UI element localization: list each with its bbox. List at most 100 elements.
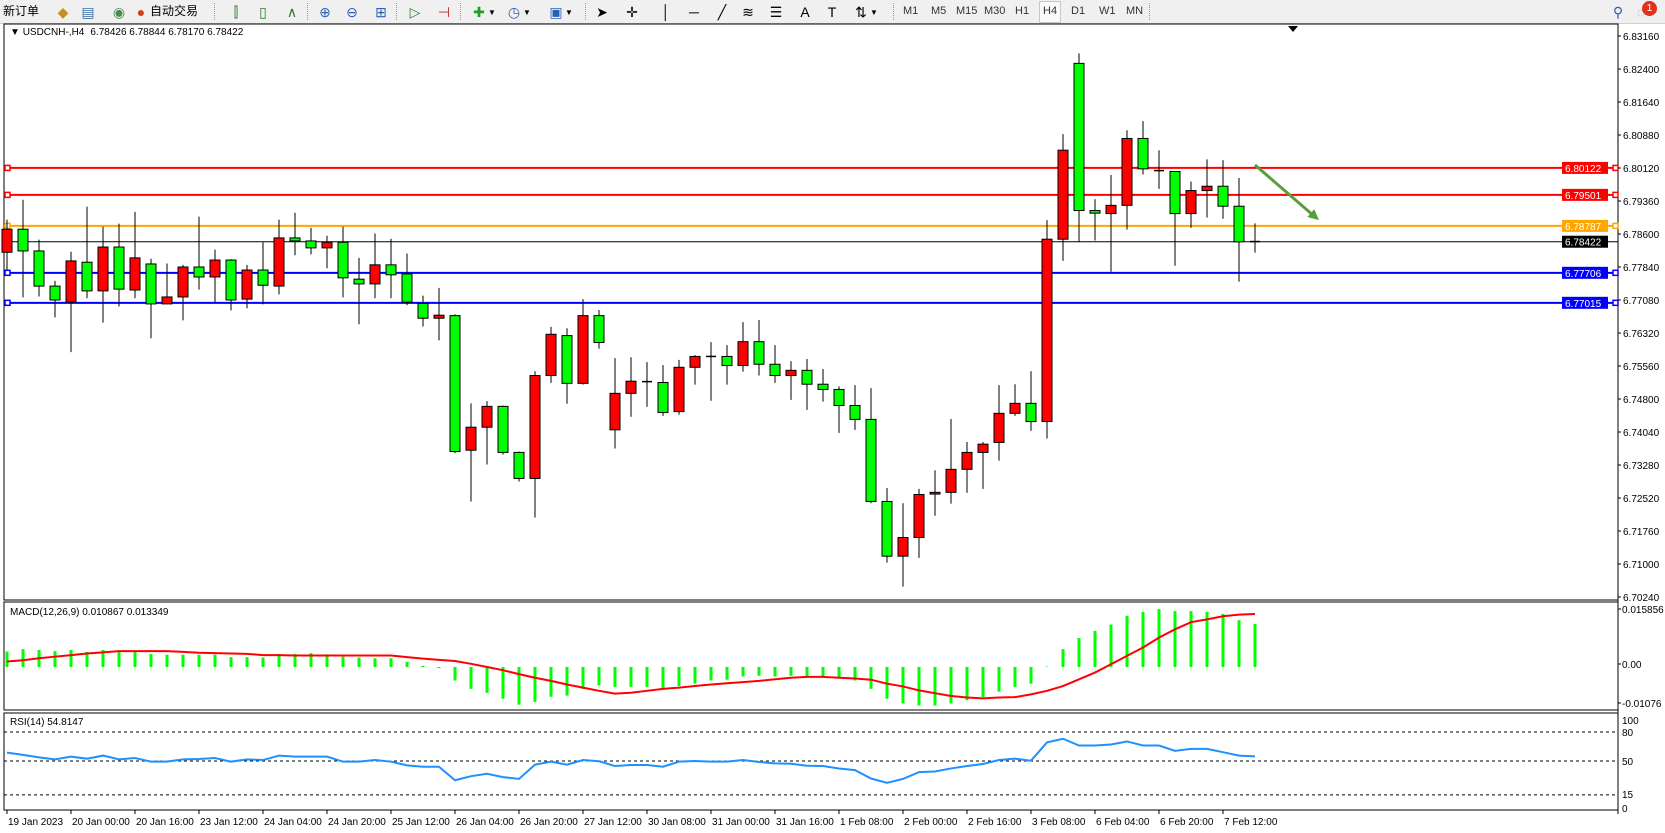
timeframe-w1[interactable]: W1: [1099, 5, 1116, 17]
candle-body: [337, 241, 349, 279]
trend-arrow-line[interactable]: [1254, 163, 1314, 217]
timeframe-h1[interactable]: H1: [1015, 5, 1030, 17]
candle-body: [753, 341, 765, 365]
candle-body: [321, 241, 333, 249]
main-pane[interactable]: [3, 23, 1619, 601]
candle: [609, 358, 621, 449]
candle-body: [97, 246, 109, 292]
periods-button[interactable]: ◷ ▼: [505, 2, 531, 21]
text-button[interactable]: A: [796, 2, 814, 21]
candlestick-button[interactable]: ▯: [254, 2, 272, 21]
candle: [1009, 384, 1021, 416]
candle-body: [225, 259, 237, 301]
candle: [257, 242, 269, 305]
level-handle-icon[interactable]: [4, 191, 11, 199]
candle-body: [1057, 149, 1069, 240]
time-tick-label: 1 Feb 08:00: [840, 817, 894, 828]
timeframe-h4[interactable]: H4: [1039, 1, 1062, 23]
trendline-icon: ╱: [717, 3, 727, 20]
price-tick-label: 6.70240: [1623, 593, 1660, 604]
candle: [785, 361, 797, 400]
candle-body: [49, 285, 61, 301]
fibonacci-button[interactable]: ≋: [739, 2, 757, 21]
indicators-button[interactable]: ✚ ▼: [470, 2, 496, 21]
candles: [1, 53, 1260, 587]
candle-body: [353, 278, 365, 285]
auto-scroll-button[interactable]: ▷: [406, 2, 424, 21]
level-handle-icon[interactable]: [4, 299, 11, 307]
timeframe-m15[interactable]: M15: [956, 5, 978, 17]
timeframe-m1[interactable]: M1: [903, 5, 919, 17]
candle: [945, 418, 957, 504]
level-handle-icon[interactable]: [1612, 191, 1619, 199]
navigator-button[interactable]: ▤: [79, 2, 97, 21]
market-watch-button[interactable]: ◆: [54, 2, 72, 21]
macd-pane-frame[interactable]: [3, 601, 1619, 711]
bar-chart-button[interactable]: ⫿: [227, 2, 245, 21]
price-tick-label: 6.81640: [1623, 98, 1660, 109]
level-handle-icon[interactable]: [4, 269, 11, 277]
zoom-in-button[interactable]: ⊕: [316, 2, 334, 21]
price-tag: [1562, 296, 1608, 309]
toolbar-separator: [214, 3, 215, 20]
chart-shift-button[interactable]: ⊣: [435, 2, 453, 21]
price-tick-label: 6.76320: [1623, 329, 1660, 340]
toolbar-separator: [307, 3, 308, 20]
fibo-fan-button[interactable]: ☰: [767, 2, 785, 21]
price-tick-label: 6.71760: [1623, 527, 1660, 538]
candle-body: [433, 314, 445, 319]
collapse-triangle-icon[interactable]: ▼: [10, 27, 23, 38]
price-tag-label: 6.78422: [1565, 238, 1602, 249]
candle-body: [1089, 210, 1101, 214]
candle-body: [385, 264, 397, 276]
signals-button[interactable]: ◉: [110, 2, 128, 21]
time-tick-label: 27 Jan 12:00: [584, 817, 642, 828]
candle-body: [737, 341, 749, 367]
price-tick-label: 6.82400: [1623, 65, 1660, 76]
time-tick-label: 2 Feb 16:00: [968, 817, 1022, 828]
axes: 6.83160 6.82400 6.81640 6.80880 6.80120 6.793…: [6, 32, 1664, 828]
candle-body: [1105, 204, 1117, 215]
signals-icon: ◉: [112, 3, 126, 20]
timeframe-d1[interactable]: D1: [1071, 5, 1086, 17]
templates-button[interactable]: ▣ ▼: [547, 2, 573, 21]
cursor-button[interactable]: ➤: [593, 2, 611, 21]
vertical-line-button[interactable]: │: [657, 2, 675, 21]
price-tick-label: 6.77840: [1623, 263, 1660, 274]
candle: [1233, 177, 1245, 282]
candle: [561, 328, 573, 404]
chart-shift-marker-icon[interactable]: [1288, 26, 1298, 32]
candle-body: [145, 263, 157, 305]
trendline-button[interactable]: ╱: [713, 2, 731, 21]
tile-windows-button[interactable]: ⊞: [372, 2, 390, 21]
level-handle-icon[interactable]: [1612, 269, 1619, 277]
zoom-in-icon: ⊕: [319, 3, 331, 20]
new-order-button[interactable]: 新订单: [3, 2, 39, 21]
timeframe-m5[interactable]: M5: [931, 5, 947, 17]
line-chart-button[interactable]: ∧: [283, 2, 301, 21]
candle-body: [529, 375, 541, 479]
candle-body: [609, 392, 621, 431]
level-handle-icon[interactable]: [1612, 299, 1619, 307]
crosshair-button[interactable]: ✛: [623, 2, 641, 21]
price-tick-label: 6.80120: [1623, 164, 1660, 175]
candle: [353, 257, 365, 325]
zoom-out-button[interactable]: ⊖: [343, 2, 361, 21]
search-button[interactable]: ⚲: [1609, 2, 1627, 21]
time-tick-label: 20 Jan 00:00: [72, 817, 130, 828]
level-handle-icon[interactable]: [4, 164, 11, 172]
auto-trading-button[interactable]: ● 自动交易: [132, 2, 198, 21]
candle: [17, 199, 29, 298]
candle: [113, 223, 125, 307]
timeframe-m30[interactable]: M30: [984, 5, 1006, 17]
level-handle-icon[interactable]: [1612, 222, 1619, 230]
candle-body: [881, 500, 893, 557]
chat-button[interactable]: ◌: [1632, 2, 1650, 21]
candle: [993, 385, 1005, 461]
timeframe-mn[interactable]: MN: [1126, 5, 1144, 17]
level-handle-icon[interactable]: [1612, 164, 1619, 172]
horizontal-line-button[interactable]: ─: [685, 2, 703, 21]
arrows-button[interactable]: ⇅ ▼: [852, 2, 878, 21]
text-label-button[interactable]: T: [823, 2, 841, 21]
